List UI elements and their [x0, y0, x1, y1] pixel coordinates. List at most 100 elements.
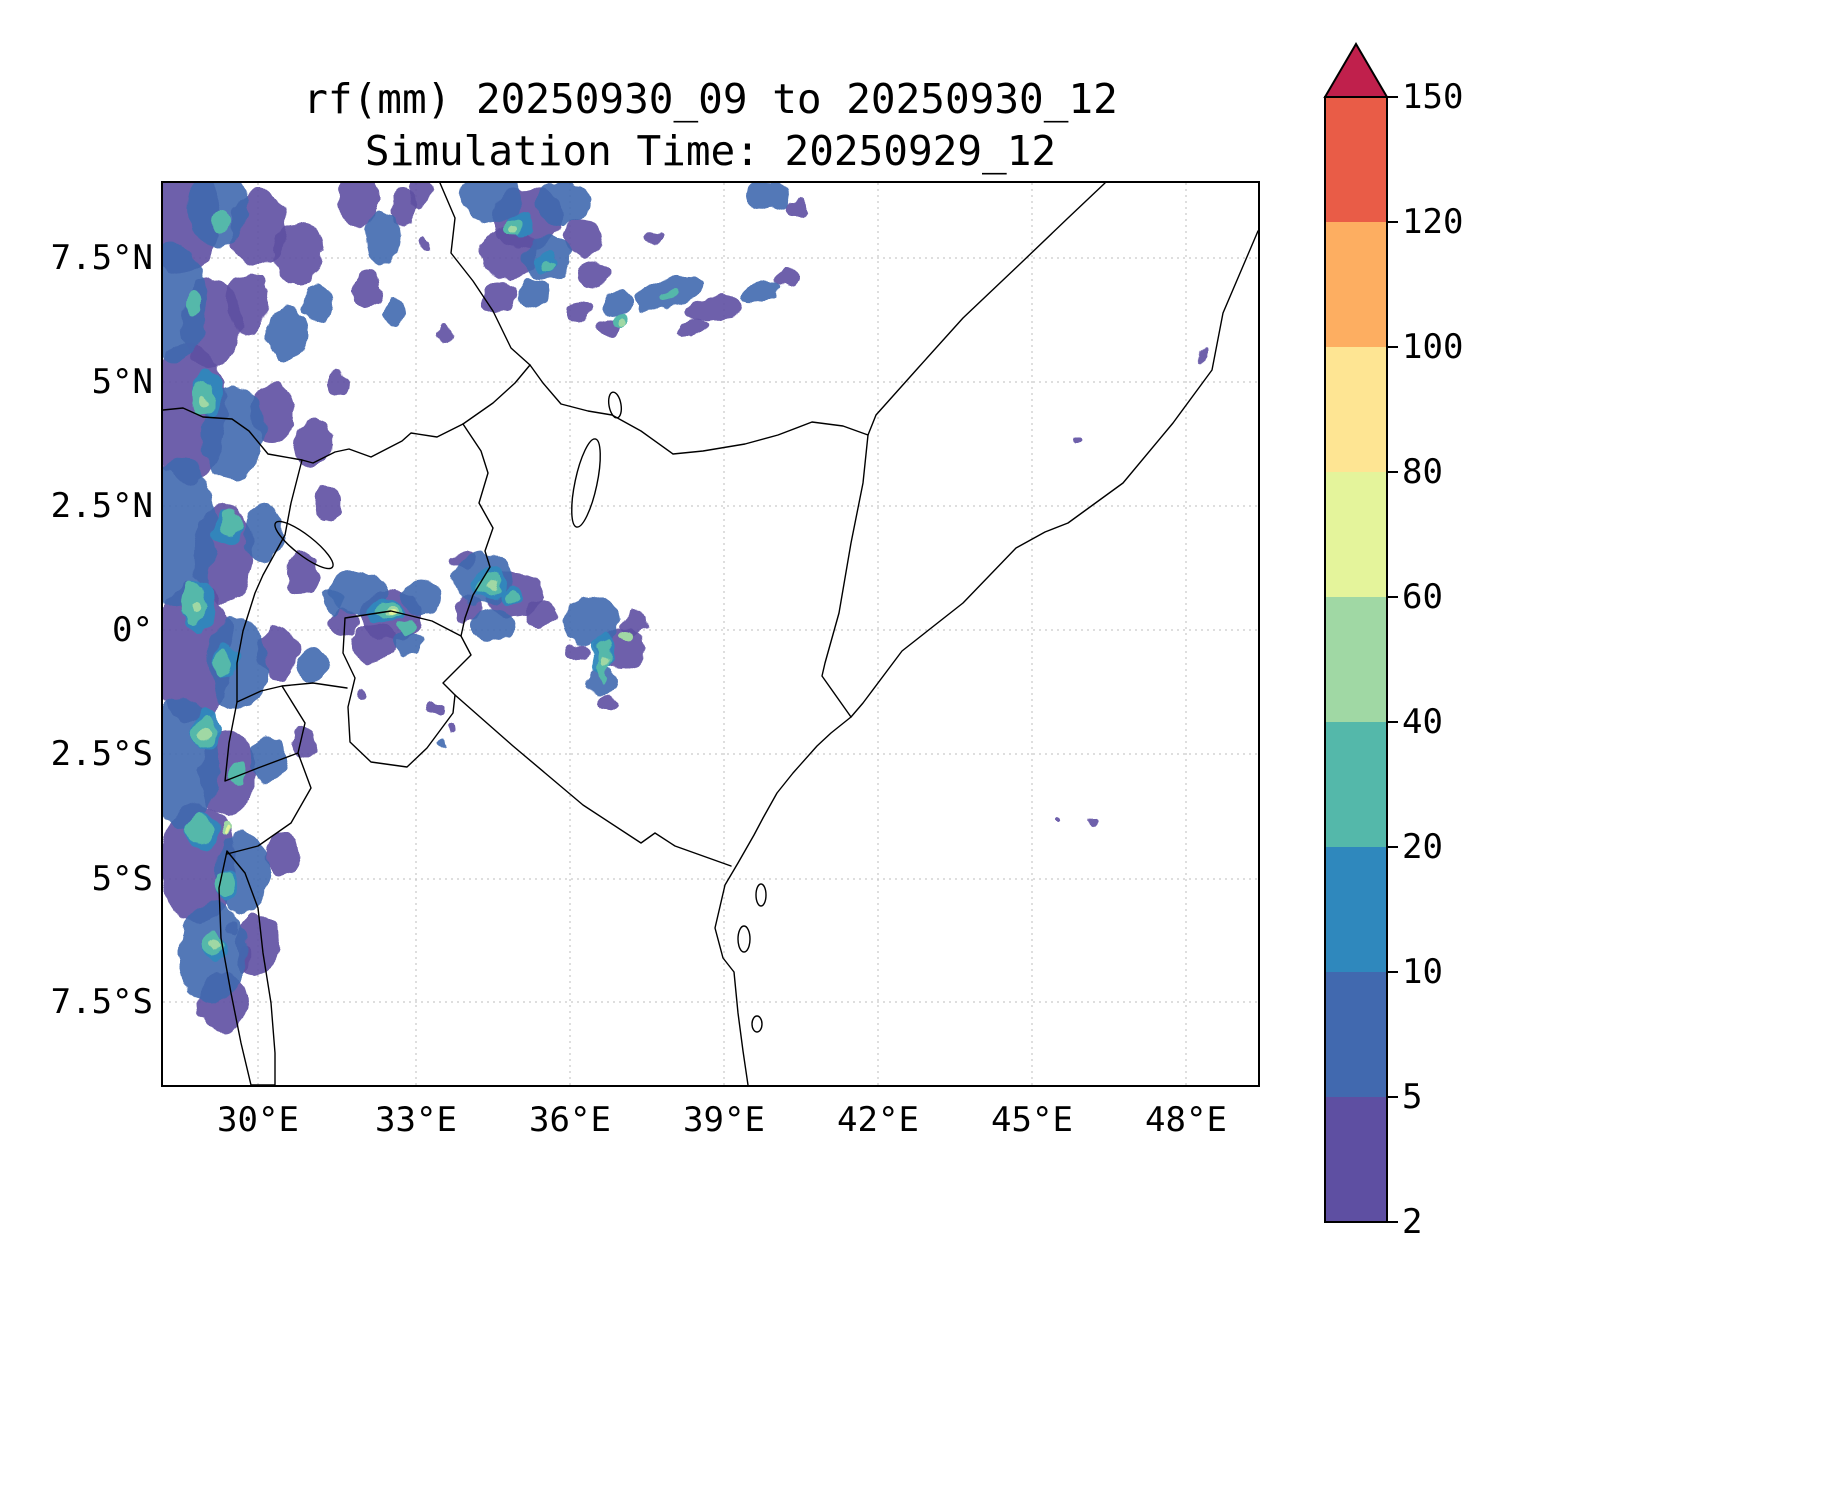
colorbar-over-arrow	[1323, 42, 1389, 98]
rain-cell	[504, 591, 520, 605]
drc-south-sudan-border	[163, 407, 303, 461]
plot-subtitle: Simulation Time: 20250929_12	[364, 127, 1057, 175]
colorbar-tick-label: 120	[1402, 202, 1464, 242]
rain-cell	[409, 183, 433, 209]
x-tick-label: 39°E	[683, 1100, 765, 1140]
rain-cell	[213, 649, 233, 677]
rain-cell	[304, 283, 332, 323]
rain-cell	[525, 600, 557, 626]
rain-cell	[184, 290, 202, 316]
rain-cell	[419, 235, 431, 251]
rain-cell	[392, 630, 424, 656]
x-tick-label: 33°E	[375, 1100, 457, 1140]
colorbar-tick-label: 40	[1402, 702, 1443, 742]
mafia-island-outline	[751, 1015, 763, 1033]
ethiopia-somalia-kenya-border	[821, 183, 1106, 718]
rain-cell	[365, 212, 401, 264]
y-tick-label: 5°N	[91, 362, 153, 402]
coastline-path	[714, 230, 1258, 1085]
rain-cell	[316, 485, 340, 521]
lake-turkana-outline	[571, 438, 601, 528]
rainfall-layer	[163, 183, 1209, 1033]
gridlines	[163, 183, 1258, 1085]
colorbar-tick-label: 10	[1402, 952, 1443, 992]
colorbar-segment	[1325, 722, 1387, 847]
pemba-island-outline	[755, 883, 767, 907]
colorbar-segment	[1325, 1097, 1387, 1222]
rain-cell	[287, 551, 319, 595]
rain-cell	[354, 268, 382, 308]
rain-cell	[163, 458, 216, 608]
rain-cell	[328, 369, 348, 397]
rain-cell	[563, 220, 603, 256]
rain-cell	[295, 419, 331, 467]
colorbar-segment	[1325, 597, 1387, 722]
rain-cell	[471, 608, 515, 642]
rain-cell	[577, 259, 609, 287]
rain-cell	[683, 295, 743, 321]
rain-cell	[267, 831, 299, 875]
plot-title: rf(mm) 20250930_09 to 20250930_12	[303, 75, 1118, 123]
rain-cell	[663, 289, 679, 301]
rain-cell	[511, 226, 519, 234]
map-plot-area	[163, 183, 1258, 1085]
rain-cell	[398, 619, 414, 633]
colorbar-tick-label: 100	[1402, 327, 1464, 367]
rain-cell	[1088, 818, 1096, 826]
colorbar-tick-label: 20	[1402, 827, 1443, 867]
rain-cell	[357, 690, 369, 700]
rain-cell	[463, 183, 523, 223]
rain-cell	[439, 326, 451, 340]
ethiopia-kenya-border	[529, 364, 869, 455]
colorbar-tick-label: 2	[1402, 1202, 1423, 1242]
kenya-south-sudan-border	[462, 364, 531, 425]
rain-cell	[211, 940, 219, 950]
colorbar-tick-label: 60	[1402, 577, 1443, 617]
rain-cell	[1055, 815, 1061, 821]
rain-cell	[783, 199, 807, 217]
kenya-tanzania-border	[454, 694, 732, 867]
colorbar-segment	[1325, 972, 1387, 1097]
rain-cell	[189, 812, 213, 844]
rain-cell	[618, 629, 632, 641]
rain-cell	[601, 655, 609, 667]
colorbar-segment	[1325, 472, 1387, 597]
x-tick-label: 48°E	[1145, 1100, 1227, 1140]
colorbar-segment	[1325, 97, 1387, 222]
rain-cell	[741, 279, 781, 303]
x-tick-label: 36°E	[529, 1100, 611, 1140]
rain-cell	[746, 183, 790, 209]
rain-cell	[645, 231, 661, 245]
south-sudan-ethiopia-border	[439, 183, 531, 366]
rain-cell	[349, 625, 397, 661]
rain-cell	[566, 643, 590, 663]
colorbar-segment	[1325, 347, 1387, 472]
x-tick-label: 45°E	[991, 1100, 1073, 1140]
rain-cell	[190, 602, 200, 614]
rain-cell	[480, 282, 516, 314]
rain-cell	[517, 279, 549, 307]
rain-cell	[299, 645, 327, 681]
rain-cell	[200, 728, 210, 742]
rain-cell	[678, 319, 708, 337]
lake-albert-outline	[274, 520, 334, 570]
rain-cell	[427, 701, 443, 715]
lake-tanganyika-outline	[218, 850, 276, 1085]
rain-cell	[226, 273, 270, 333]
country-borders	[163, 183, 1258, 1085]
rain-cell	[273, 221, 323, 285]
rain-cell	[535, 183, 591, 225]
zanzibar-island-outline	[737, 925, 751, 953]
lake-chew-bahir-outline	[607, 391, 623, 419]
colorbar-tick-label: 150	[1402, 77, 1464, 117]
y-tick-label: 5°S	[91, 859, 153, 899]
rain-cell	[268, 305, 308, 361]
rain-cell	[618, 319, 628, 327]
rwanda-burundi-borders	[224, 685, 312, 855]
drc-uganda-border	[236, 459, 303, 703]
colorbar-tick-label: 5	[1402, 1077, 1423, 1117]
y-tick-label: 2.5°S	[50, 734, 153, 774]
rain-cell	[598, 695, 618, 711]
rain-cell	[401, 580, 441, 616]
